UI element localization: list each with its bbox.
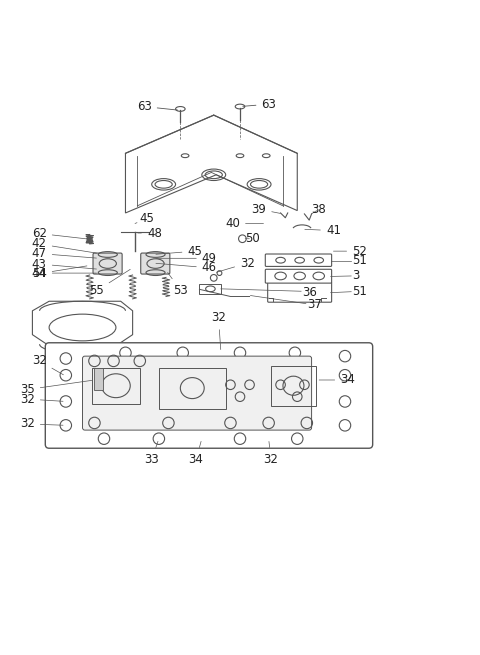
Text: 63: 63 <box>137 100 178 113</box>
Text: 37: 37 <box>307 298 322 311</box>
Text: 45: 45 <box>156 245 203 257</box>
Text: 52: 52 <box>334 245 367 257</box>
FancyBboxPatch shape <box>141 253 170 274</box>
Text: 32: 32 <box>264 441 278 466</box>
Bar <box>95 368 103 390</box>
Bar <box>92 368 140 404</box>
Text: 43: 43 <box>32 257 96 271</box>
Text: 49: 49 <box>156 252 217 265</box>
Text: 48: 48 <box>138 227 162 240</box>
Text: 34: 34 <box>319 373 355 386</box>
Text: 54: 54 <box>32 266 87 280</box>
Text: 3: 3 <box>352 269 360 282</box>
FancyBboxPatch shape <box>93 253 122 274</box>
Text: 53: 53 <box>168 272 188 297</box>
Text: 47: 47 <box>32 247 96 260</box>
Text: 33: 33 <box>144 441 159 466</box>
Text: 42: 42 <box>32 238 96 253</box>
FancyBboxPatch shape <box>268 282 332 302</box>
Text: 51: 51 <box>352 285 367 298</box>
Text: 45: 45 <box>135 212 155 225</box>
Text: 50: 50 <box>245 233 260 245</box>
Polygon shape <box>125 115 297 213</box>
Text: 34: 34 <box>189 441 204 466</box>
Text: 32: 32 <box>20 392 63 405</box>
Text: 32: 32 <box>211 311 226 350</box>
Text: 36: 36 <box>302 286 317 299</box>
FancyBboxPatch shape <box>45 343 372 448</box>
FancyBboxPatch shape <box>265 269 332 283</box>
Bar <box>271 365 316 406</box>
Text: 46: 46 <box>156 261 217 274</box>
Text: 32: 32 <box>32 354 63 375</box>
Text: 63: 63 <box>243 98 276 111</box>
FancyBboxPatch shape <box>265 254 332 267</box>
Text: 39: 39 <box>252 202 280 215</box>
FancyBboxPatch shape <box>83 356 312 430</box>
Text: 44: 44 <box>32 267 96 280</box>
Text: 38: 38 <box>312 202 326 215</box>
Bar <box>159 368 226 409</box>
Text: 51: 51 <box>352 254 367 267</box>
Polygon shape <box>33 301 132 345</box>
Text: 41: 41 <box>305 224 341 237</box>
Text: 32: 32 <box>20 417 63 430</box>
Bar <box>199 284 221 294</box>
Text: 35: 35 <box>20 381 92 396</box>
Text: 32: 32 <box>216 257 255 272</box>
Text: 55: 55 <box>89 269 130 297</box>
Text: 62: 62 <box>32 227 87 240</box>
Text: 40: 40 <box>225 217 264 230</box>
